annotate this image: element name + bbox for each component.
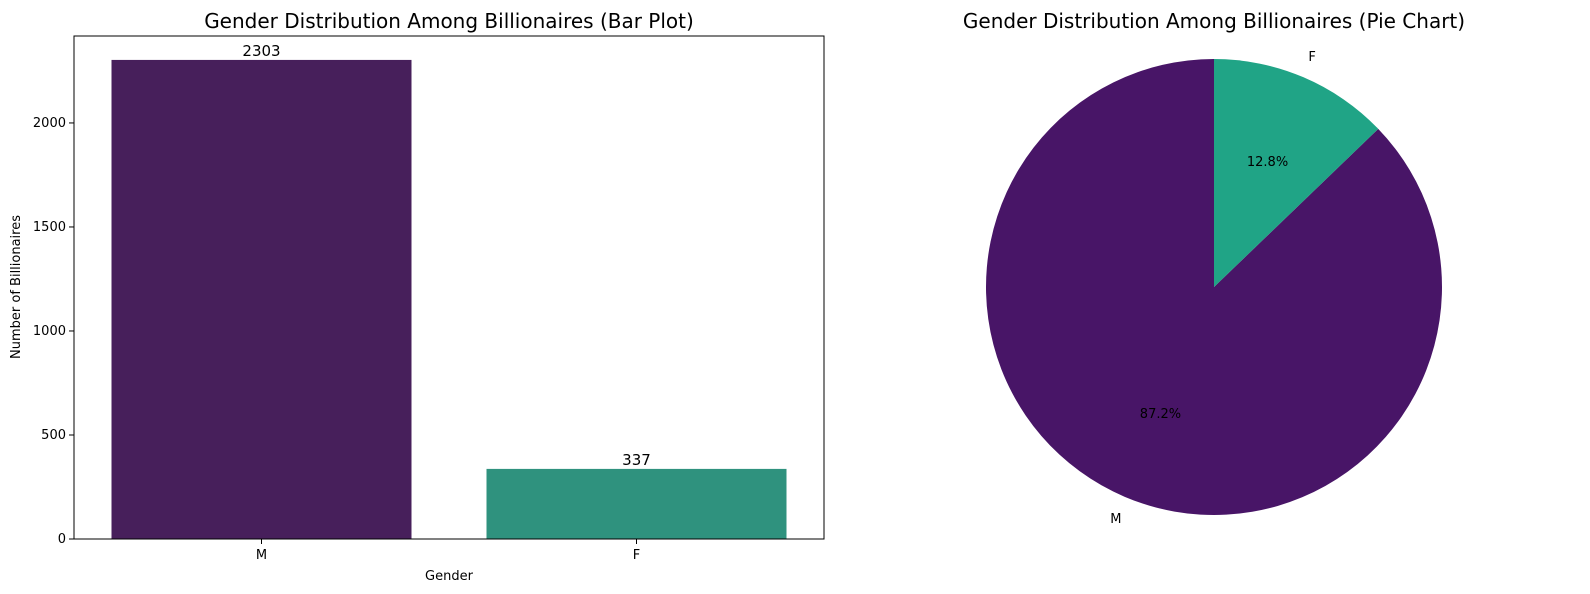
- bar-y-tick-label: 2000: [33, 116, 66, 131]
- pie-label-f: F: [1308, 50, 1315, 65]
- bar-marks: 2303 337: [111, 42, 787, 539]
- bar-y-axis-label: Number of Billionaires: [9, 215, 24, 359]
- bar-f: [486, 468, 787, 539]
- pie-slice-f: [1214, 58, 1379, 287]
- bar-m: [111, 59, 412, 539]
- bar-y-tick-label: 0: [58, 532, 66, 547]
- pie-pct-label-f: 12.8%: [1247, 155, 1288, 170]
- pie-chart: Gender Distribution Among Billionaires (…: [963, 9, 1465, 527]
- bar-axes-frame: [73, 35, 825, 540]
- pie-chart-title: Gender Distribution Among Billionaires (…: [963, 9, 1465, 33]
- bar-x-tick-label: F: [633, 548, 640, 563]
- bar-data-label-f: 337: [622, 451, 651, 469]
- bar-chart-title: Gender Distribution Among Billionaires (…: [204, 9, 694, 33]
- bar-y-tick-label: 500: [41, 428, 66, 443]
- pie-marks: M 87.2% F 12.8%: [985, 50, 1442, 527]
- bar-x-axis-label: Gender: [425, 569, 474, 584]
- bar-x-tick-label: M: [256, 548, 267, 563]
- pie-pct-label-m: 87.2%: [1140, 407, 1181, 422]
- bar-y-tick-label: 1500: [33, 220, 66, 235]
- bar-data-label-m: 2303: [242, 42, 280, 60]
- bar-y-tick-label: 1000: [33, 324, 66, 339]
- bar-chart: Gender Distribution Among Billionaires (…: [9, 9, 825, 584]
- pie-label-m: M: [1110, 512, 1121, 527]
- bar-y-ticks: 0 500 1000 1500 2000: [33, 116, 74, 547]
